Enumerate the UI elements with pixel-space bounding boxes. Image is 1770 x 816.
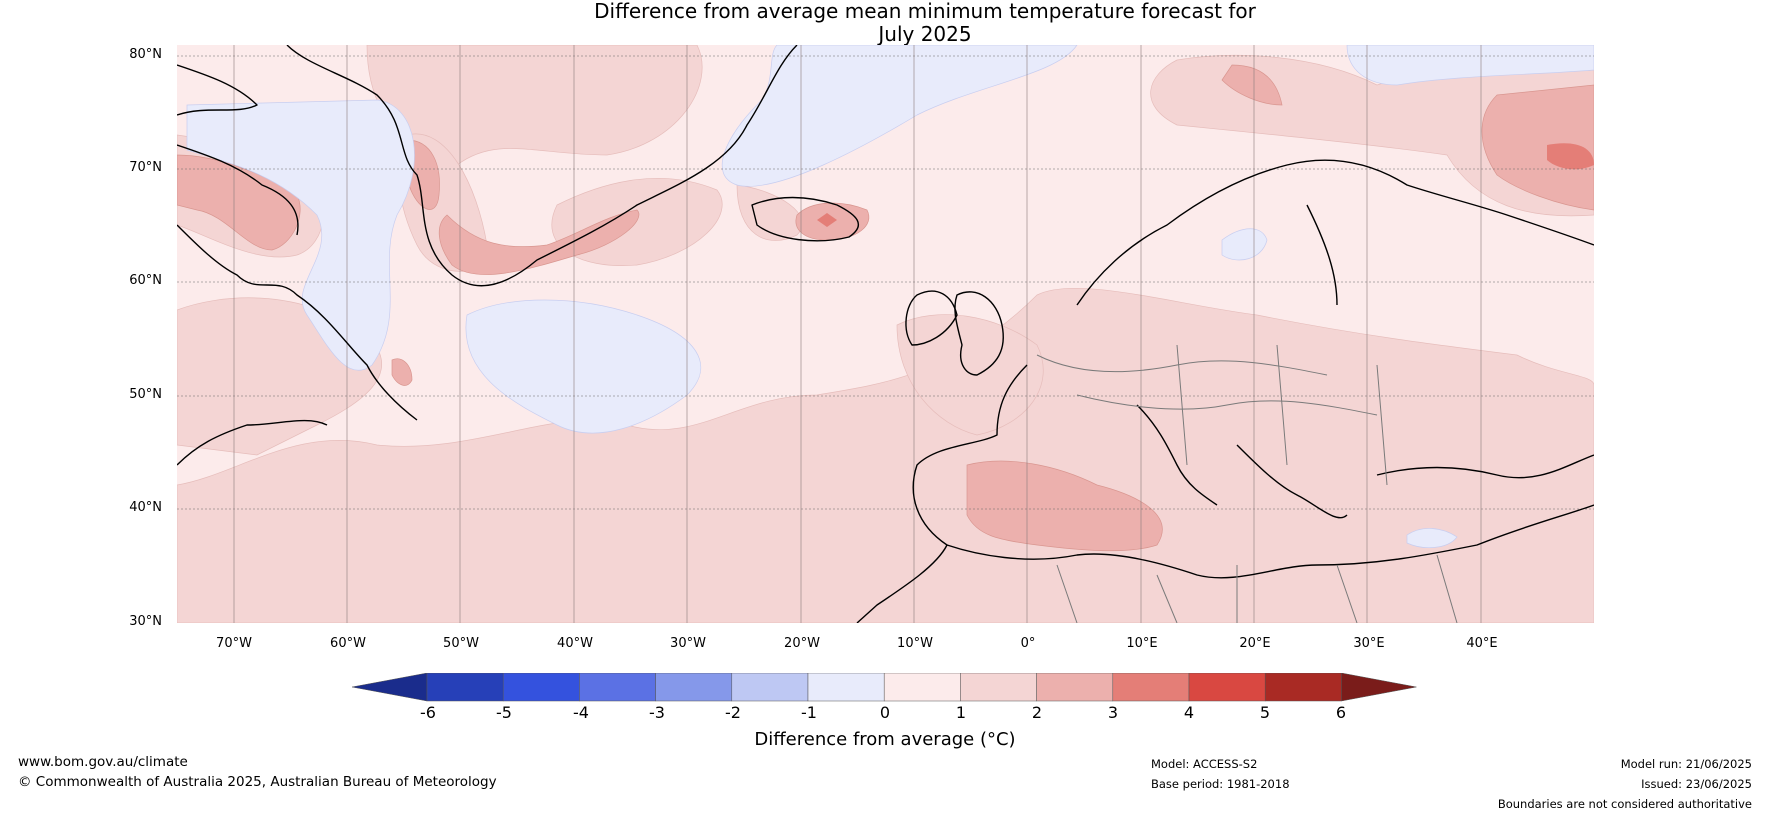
title-line-1: Difference from average mean minimum tem…	[594, 0, 1256, 23]
colorbar-label: Difference from average (°C)	[754, 729, 1016, 750]
colorbar-tick: 3	[1107, 703, 1119, 722]
colorbar-segment	[502, 673, 580, 702]
lat-label-30n: 30°N	[129, 614, 162, 629]
lat-label-50n: 50°N	[129, 387, 162, 402]
colorbar-segment	[960, 673, 1037, 702]
graticule	[177, 55, 1594, 510]
forecast-map	[177, 45, 1594, 623]
colorbar-tick: -2	[725, 703, 741, 722]
footer-model: Model: ACCESS-S2	[1151, 757, 1258, 771]
colorbar-segment	[655, 673, 733, 702]
colorbar-segment	[807, 673, 885, 702]
anomaly-3-to-4-spots	[817, 143, 1594, 227]
title-line-2: July 2025	[878, 22, 972, 46]
colorbar-tick: -4	[573, 703, 589, 722]
colorbar-segment	[731, 673, 809, 702]
footer-disclaimer: Boundaries are not considered authoritat…	[1497, 797, 1752, 811]
lon-label-0: 0°	[1020, 636, 1036, 651]
lon-label-70w: 70°W	[216, 636, 252, 651]
map-title: Difference from average mean minimum tem…	[225, 0, 1625, 46]
colorbar-tick: 4	[1183, 703, 1195, 722]
lon-label-10w: 10°W	[897, 636, 933, 651]
footer-model-run: Model run: 21/06/2025	[1620, 757, 1752, 771]
lat-label-70n: 70°N	[129, 160, 162, 175]
lat-label-60n: 60°N	[129, 273, 162, 288]
footer-url: www.bom.gov.au/climate	[18, 754, 188, 770]
colorbar-tick: -6	[420, 703, 436, 722]
lon-label-30e: 30°E	[1353, 636, 1385, 651]
colorbar-extend-low	[352, 673, 428, 702]
country-borders	[1036, 344, 1458, 623]
colorbar-tick: 0	[879, 703, 891, 722]
footer-copyright: © Commonwealth of Australia 2025, Austra…	[18, 774, 497, 790]
lat-label-40n: 40°N	[129, 500, 162, 515]
colorbar-extend-high	[1341, 673, 1417, 702]
colorbar-tick: -5	[496, 703, 512, 722]
colorbar-tick: -1	[801, 703, 817, 722]
colorbar-segment	[1036, 673, 1114, 702]
lat-label-80n: 80°N	[129, 47, 162, 62]
lon-label-20w: 20°W	[784, 636, 820, 651]
colorbar-segment	[1188, 673, 1266, 702]
lon-label-20e: 20°E	[1239, 636, 1271, 651]
colorbar-segment	[579, 673, 656, 702]
lon-label-40w: 40°W	[557, 636, 593, 651]
lon-label-40e: 40°E	[1466, 636, 1498, 651]
colorbar-tick: 6	[1335, 703, 1347, 722]
colorbar-tick: 1	[955, 703, 967, 722]
footer-base-period: Base period: 1981-2018	[1151, 777, 1290, 791]
lon-label-10e: 10°E	[1126, 636, 1158, 651]
colorbar-tick: -3	[649, 703, 665, 722]
colorbar-segment	[883, 673, 961, 702]
colorbar-segment	[1264, 673, 1342, 702]
anomaly-2-to-3-regions	[177, 64, 1594, 552]
map-canvas	[177, 45, 1594, 623]
colorbar-segment	[1112, 673, 1190, 702]
lon-label-60w: 60°W	[330, 636, 366, 651]
footer-issued: Issued: 23/06/2025	[1641, 777, 1752, 791]
colorbar-segment	[426, 673, 504, 702]
meridians	[233, 45, 1482, 623]
coastlines	[177, 45, 1594, 623]
colorbar-tick: 5	[1259, 703, 1271, 722]
colorbar-tick: 2	[1031, 703, 1043, 722]
anomaly-minus1-to-0-regions	[186, 45, 1594, 548]
lon-label-50w: 50°W	[443, 636, 479, 651]
lon-label-30w: 30°W	[670, 636, 706, 651]
colorbar	[352, 673, 1417, 702]
